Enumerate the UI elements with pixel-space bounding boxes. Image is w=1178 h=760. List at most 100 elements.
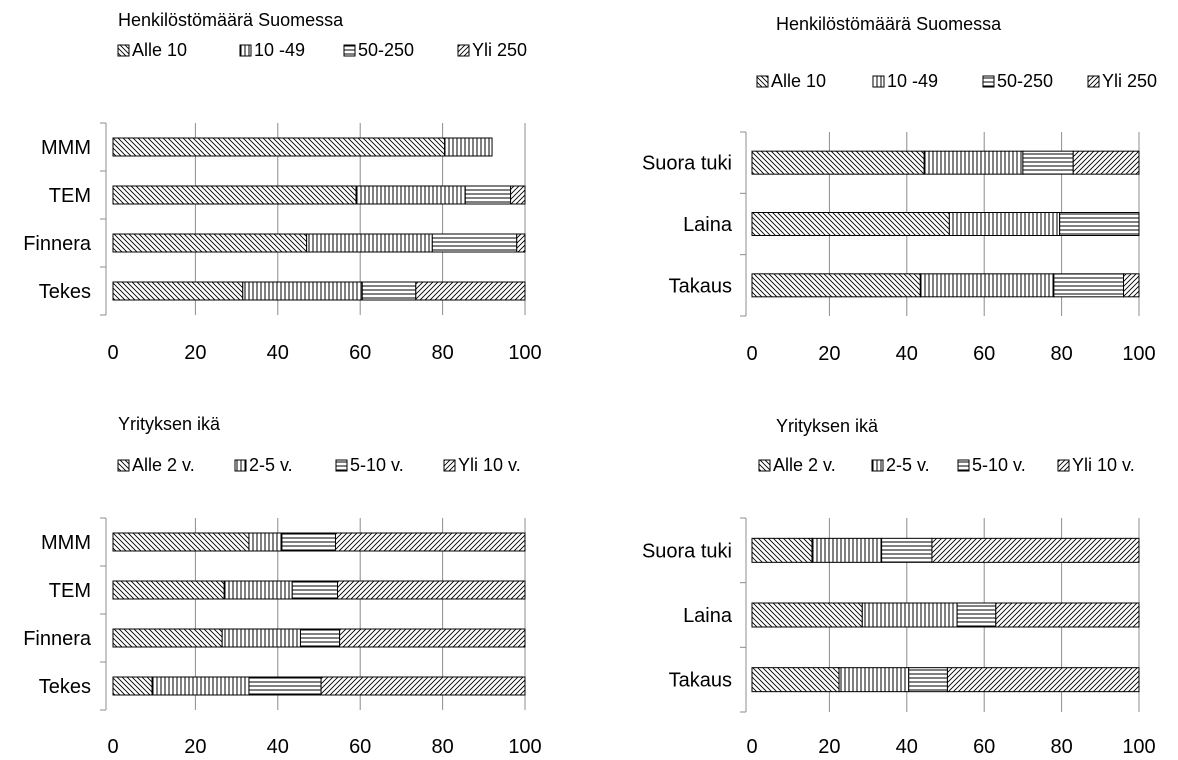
chart-title: Henkilöstömäärä Suomessa <box>776 14 1002 34</box>
legend-label-1: Alle 10 <box>132 40 187 60</box>
legend-label-4: Yli 10 v. <box>458 455 521 475</box>
x-tick-label: 0 <box>107 736 118 755</box>
bar-segment <box>751 667 840 693</box>
chart-panel-2: Henkilöstömäärä Suomessa Alle 10 10 -49 50-… <box>642 14 1157 365</box>
legend-swatch-1 <box>758 459 771 472</box>
bar-segment <box>923 150 1024 175</box>
bar-segment <box>242 281 363 301</box>
bar-segment <box>948 212 1061 236</box>
bar-segment <box>838 667 910 693</box>
legend-label-1: Alle 10 <box>771 71 826 91</box>
bar-segment <box>112 233 308 253</box>
bar-segment <box>464 185 512 205</box>
x-tick-label: 60 <box>973 343 995 365</box>
bar-segment <box>112 628 223 648</box>
x-tick-label: 60 <box>973 736 995 755</box>
bar-segment <box>444 137 493 157</box>
x-tick-label: 60 <box>349 736 371 755</box>
legend-label-2: 10 -49 <box>254 40 305 60</box>
bar-segment <box>751 150 925 175</box>
chart-title: Henkilöstömäärä Suomessa <box>118 10 344 30</box>
bar-segment <box>355 185 466 205</box>
bar-segment <box>995 602 1140 628</box>
x-tick-label: 20 <box>184 736 206 755</box>
bar-segment <box>248 676 322 696</box>
bar-segment <box>221 628 301 648</box>
chart-title: Yrityksen ikä <box>118 414 221 434</box>
legend-swatch-4 <box>1087 75 1100 88</box>
legend-swatch-4 <box>443 459 456 472</box>
bar-segment <box>112 281 244 301</box>
legend-swatch-3 <box>335 459 348 472</box>
legend-label-4: Yli 10 v. <box>1072 455 1135 475</box>
bar-segment <box>861 602 958 628</box>
x-tick-label: 60 <box>349 342 371 364</box>
legend-swatch-3 <box>957 459 970 472</box>
x-tick-label: 20 <box>818 736 840 755</box>
category-label: Takaus <box>669 275 732 297</box>
bar-segment <box>751 537 813 563</box>
category-label: Takaus <box>669 670 732 692</box>
x-tick-label: 80 <box>431 342 453 364</box>
legend-swatch-2 <box>872 75 885 88</box>
x-tick-label: 40 <box>267 736 289 755</box>
bar-segment <box>956 602 997 628</box>
bar-segment <box>811 537 883 563</box>
legend-label-3: 50-250 <box>997 71 1053 91</box>
x-tick-label: 100 <box>1122 736 1155 755</box>
bar-segment <box>415 281 526 301</box>
chart-title: Yrityksen ikä <box>776 416 879 436</box>
category-label: MMM <box>41 532 91 554</box>
x-tick-label: 0 <box>107 342 118 364</box>
category-label: Tekes <box>39 281 91 303</box>
bar-segment <box>320 676 526 696</box>
category-label: Suora tuki <box>642 540 732 562</box>
x-tick-label: 80 <box>431 736 453 755</box>
bar-segment <box>881 537 933 563</box>
x-tick-label: 40 <box>267 342 289 364</box>
legend-swatch-2 <box>234 459 247 472</box>
x-tick-label: 80 <box>1050 343 1072 365</box>
x-tick-label: 40 <box>896 343 918 365</box>
bar-segment <box>1022 150 1074 175</box>
bar-segment <box>751 273 921 298</box>
bar-segment <box>112 676 153 696</box>
bar-segment <box>751 212 950 236</box>
category-label: Laina <box>683 605 733 627</box>
x-tick-label: 100 <box>508 342 541 364</box>
bar-segment <box>908 667 948 693</box>
bar-segment <box>281 532 336 552</box>
legend-swatch-2 <box>871 459 884 472</box>
bar-segment <box>334 532 526 552</box>
bar-segment <box>306 233 433 253</box>
legend-swatch-1 <box>117 459 130 472</box>
bar-segment <box>946 667 1140 693</box>
bar-segment <box>919 273 1055 298</box>
category-label: Tekes <box>39 676 91 698</box>
legend-label-1: Alle 2 v. <box>773 455 836 475</box>
legend-label-3: 5-10 v. <box>972 455 1026 475</box>
legend-label-3: 50-250 <box>358 40 414 60</box>
legend-label-1: Alle 2 v. <box>132 455 195 475</box>
bar-segment <box>112 185 357 205</box>
legend-swatch-4 <box>1057 459 1070 472</box>
category-label: TEM <box>49 185 91 207</box>
legend-label-2: 2-5 v. <box>886 455 930 475</box>
x-tick-label: 80 <box>1050 736 1072 755</box>
legend-label-2: 10 -49 <box>887 71 938 91</box>
bar-segment <box>510 185 526 205</box>
x-tick-label: 20 <box>184 342 206 364</box>
legend-swatch-1 <box>756 75 769 88</box>
bar-segment <box>1072 150 1140 175</box>
x-tick-label: 100 <box>1122 343 1155 365</box>
x-tick-label: 20 <box>818 343 840 365</box>
legend-swatch-2 <box>239 44 252 57</box>
category-label: Finnera <box>23 233 92 255</box>
bar-segment <box>1059 212 1140 236</box>
x-tick-label: 0 <box>746 343 757 365</box>
category-label: Suora tuki <box>642 153 732 175</box>
bar-segment <box>431 233 518 253</box>
x-tick-label: 40 <box>896 736 918 755</box>
category-label: Laina <box>683 214 733 236</box>
legend-label-4: Yli 250 <box>472 40 527 60</box>
